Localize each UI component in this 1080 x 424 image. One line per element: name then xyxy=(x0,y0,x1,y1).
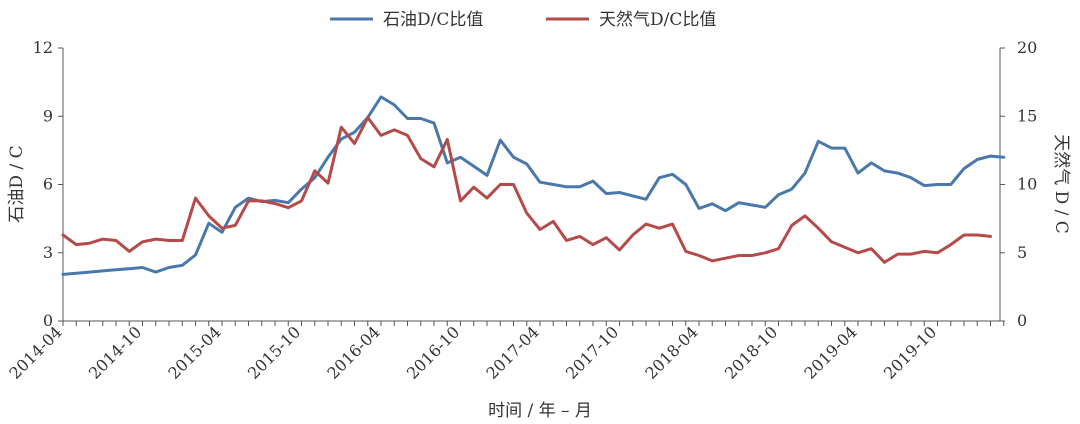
series-lines xyxy=(61,95,1006,276)
legend-label-oil: 石油D/C比值 xyxy=(383,10,483,30)
right-tick-label: 15 xyxy=(1017,106,1037,125)
x-tick-label: 2017-10 xyxy=(562,322,622,382)
left-tick-label: 6 xyxy=(43,175,53,194)
x-tick-label: 2016-10 xyxy=(403,322,463,382)
axes xyxy=(62,48,1001,322)
x-tick-label: 2015-04 xyxy=(164,322,224,382)
x-tick-label: 2017-04 xyxy=(482,322,542,382)
x-tick-label: 2018-10 xyxy=(721,322,781,382)
series-line-oil xyxy=(61,95,1006,276)
x-axis-ticks: 2014-04 2014-10 2015-04 2015-10 2016-04 2016-… xyxy=(5,321,1005,383)
legend-label-gas: 天然气D/C比值 xyxy=(599,10,716,30)
x-tick-label: 2016-04 xyxy=(323,322,383,382)
right-tick-label: 0 xyxy=(1017,311,1027,330)
left-tick-label: 9 xyxy=(43,106,53,125)
x-tick-label: 2014-04 xyxy=(5,322,65,382)
right-tick-label: 10 xyxy=(1017,175,1037,194)
right-axis-ticks: 0 5 10 15 20 xyxy=(1000,38,1037,330)
legend: 石油D/C比值 天然气D/C比值 xyxy=(330,10,716,30)
right-tick-label: 20 xyxy=(1017,38,1037,57)
x-tick-label: 2019-10 xyxy=(880,322,940,382)
series-line-gas xyxy=(61,116,992,264)
x-tick-label: 2014-10 xyxy=(85,322,145,382)
x-axis-title: 时间 / 年 – 月 xyxy=(488,401,592,421)
left-tick-label: 3 xyxy=(43,243,53,262)
left-axis-ticks: 0 3 6 9 12 xyxy=(33,38,63,330)
left-tick-label: 12 xyxy=(33,38,53,57)
x-tick-label: 2015-10 xyxy=(244,322,304,382)
x-tick-label: 2018-04 xyxy=(641,322,701,382)
left-axis-title: 石油D / C xyxy=(7,145,27,222)
left-tick-label: 0 xyxy=(43,311,53,330)
x-tick-label: 2019-04 xyxy=(800,322,860,382)
right-tick-label: 5 xyxy=(1017,243,1027,262)
right-axis-title: 天然气 D / C xyxy=(1051,134,1071,234)
